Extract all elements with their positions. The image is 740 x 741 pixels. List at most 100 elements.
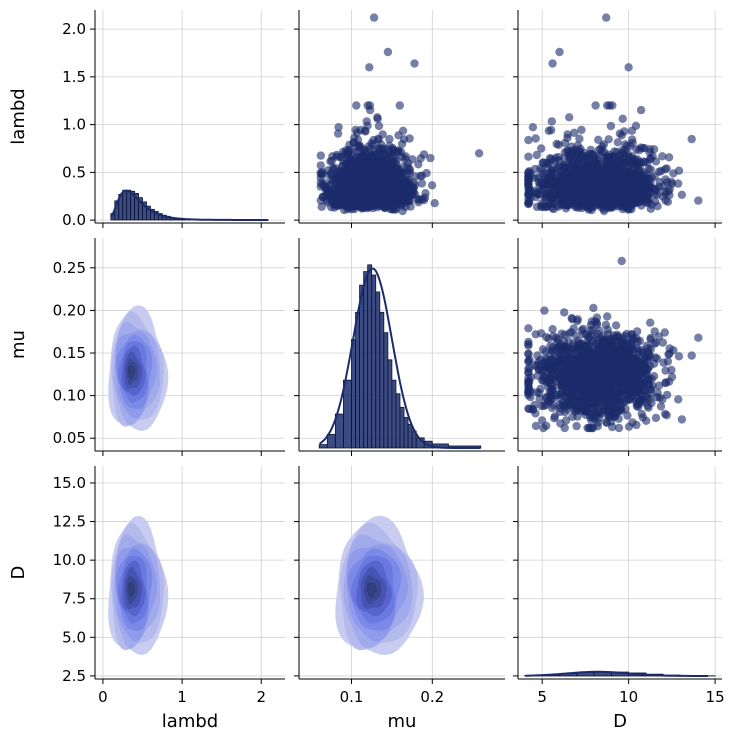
scatter-point	[394, 172, 403, 182]
scatter-point	[626, 180, 635, 189]
x-tick-label: 0	[98, 688, 108, 706]
panel-lambd-vs-mu	[294, 10, 505, 228]
scatter-point	[316, 196, 325, 205]
scatter-point	[551, 345, 560, 355]
scatter-point	[557, 191, 567, 200]
histogram-bar	[407, 423, 413, 449]
y-axis-label: lambd	[8, 88, 29, 144]
scatter-point	[638, 348, 647, 358]
scatter-point	[602, 13, 611, 22]
scatter-point	[537, 329, 546, 338]
scatter-point	[596, 409, 605, 419]
scatter-point	[636, 191, 646, 200]
scatter-point	[525, 377, 534, 386]
scatter-point	[663, 357, 673, 366]
scatter-point	[568, 395, 577, 404]
scatter-point	[524, 191, 533, 200]
scatter-point	[598, 142, 607, 151]
scatter-point	[594, 195, 603, 204]
scatter-point	[414, 160, 423, 169]
scatter-point	[606, 121, 616, 131]
scatter-point	[595, 326, 604, 335]
scatter-point	[575, 134, 584, 143]
scatter-point	[378, 146, 387, 156]
scatter-point	[524, 384, 533, 394]
scatter-point	[524, 135, 533, 145]
scatter-point	[353, 176, 363, 185]
scatter-point	[552, 139, 561, 149]
scatter-point	[608, 389, 617, 398]
histogram-bar	[399, 406, 405, 449]
scatter-point	[664, 377, 674, 386]
scatter-point	[388, 181, 398, 190]
scatter-point	[542, 181, 551, 191]
scatter-point	[354, 159, 363, 168]
scatter-point	[383, 47, 393, 57]
scatter-point	[338, 178, 348, 188]
histogram-bar	[391, 379, 397, 449]
y-tick-label: 0.20	[53, 301, 86, 319]
panel-mu-vs-D	[513, 238, 722, 456]
plot-area	[335, 515, 424, 655]
scatter-point	[567, 156, 576, 166]
scatter-point	[604, 406, 613, 415]
scatter-point	[694, 196, 703, 205]
scatter-point	[352, 101, 361, 110]
scatter-point	[647, 398, 656, 408]
scatter-point	[548, 325, 557, 334]
scatter-point	[417, 179, 427, 188]
scatter-point	[623, 163, 633, 172]
scatter-point	[604, 201, 613, 211]
scatter-point	[618, 114, 627, 124]
kde-contour-level	[128, 582, 135, 598]
scatter-point	[333, 129, 343, 138]
scatter-point	[419, 150, 429, 159]
y-tick-label: 0.0	[62, 211, 86, 229]
scatter-point	[534, 357, 543, 367]
scatter-point	[582, 407, 592, 417]
scatter-point	[610, 147, 619, 156]
y-tick-label: 0.15	[53, 344, 86, 362]
scatter-point	[623, 366, 633, 375]
scatter-point	[578, 358, 588, 367]
plot-area	[318, 264, 482, 449]
scatter-point	[537, 401, 546, 411]
scatter-point	[350, 169, 360, 178]
kde-curve	[110, 189, 269, 221]
scatter-point	[586, 399, 595, 408]
scatter-point	[643, 180, 652, 190]
scatter-point	[560, 378, 570, 388]
scatter-point	[662, 178, 672, 187]
scatter-point	[422, 168, 431, 178]
scatter-point	[531, 421, 541, 431]
scatter-point	[327, 196, 337, 205]
scatter-point	[342, 159, 351, 168]
scatter-point	[552, 390, 561, 400]
y-tick-label: 10.0	[53, 551, 86, 569]
scatter-point	[607, 169, 616, 178]
scatter-point	[592, 384, 602, 393]
histogram-bar	[371, 274, 377, 449]
scatter-point	[374, 134, 383, 143]
x-tick-label: 0.1	[340, 688, 364, 706]
scatter-point	[632, 402, 642, 411]
scatter-point	[403, 175, 412, 184]
scatter-point	[594, 135, 603, 144]
scatter-point	[620, 127, 629, 136]
scatter-point	[317, 170, 327, 179]
scatter-point	[652, 354, 662, 363]
y-tick-label: 0.05	[53, 429, 86, 447]
scatter-point	[402, 190, 412, 199]
scatter-point	[547, 117, 556, 126]
histogram-bar	[326, 434, 336, 449]
scatter-point	[614, 423, 624, 433]
scatter-point	[570, 128, 579, 137]
scatter-point	[538, 345, 548, 354]
scatter-point	[524, 368, 533, 377]
scatter-point	[600, 336, 609, 345]
scatter-point	[578, 165, 587, 174]
scatter-point	[591, 101, 600, 110]
scatter-point	[565, 113, 574, 122]
y-tick-label: 0.10	[53, 387, 86, 405]
scatter-point	[400, 199, 409, 208]
